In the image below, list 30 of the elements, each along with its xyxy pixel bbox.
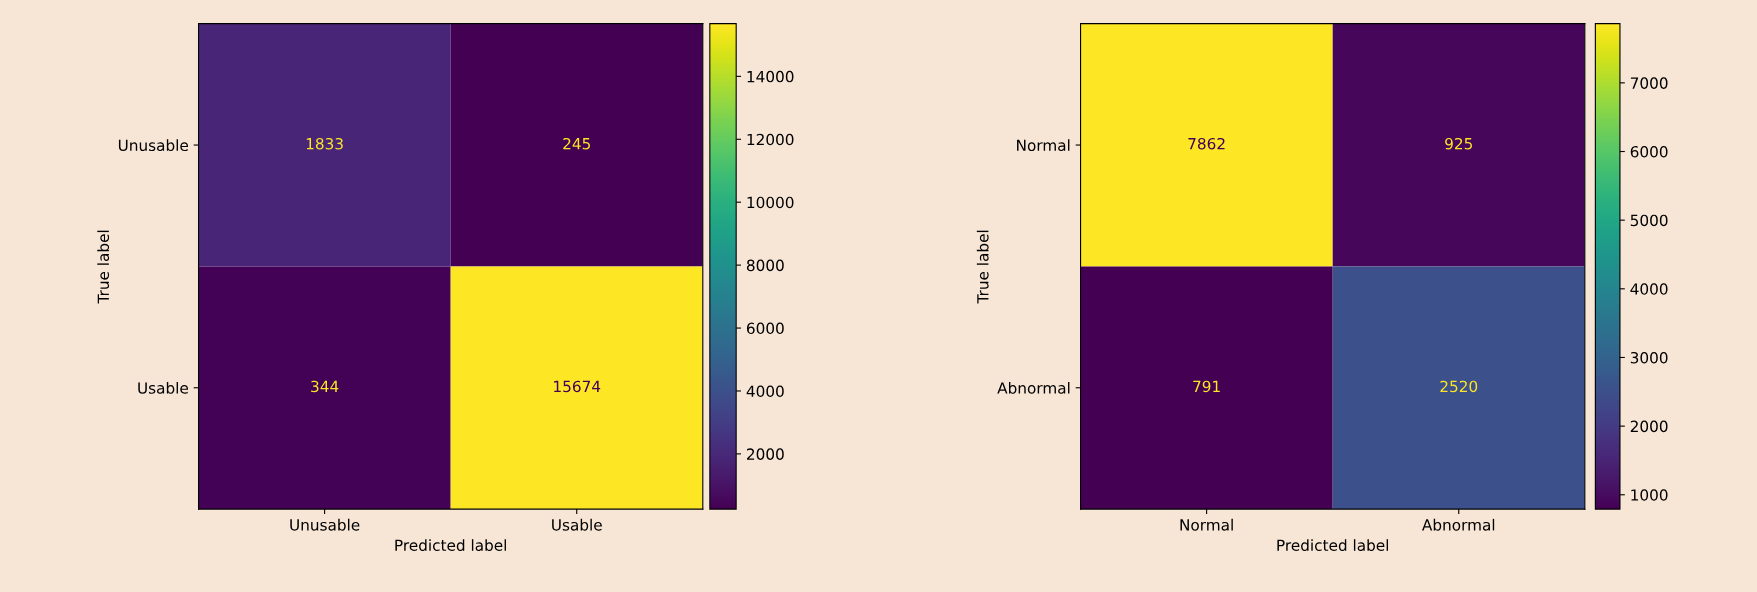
data-label: 15674 [554,380,601,393]
data-label: 2520 [1440,380,1478,393]
x-tick-label: Normal [1180,518,1233,531]
color-bar-label: 6000 [746,322,784,335]
color-bar-label: 12000 [747,133,794,146]
y-axis-title: True label [976,230,989,304]
color-bar-label: 1000 [1631,489,1668,501]
data-label: 925 [1445,137,1472,150]
color-bar-label: 10000 [747,196,794,209]
color-bar-label: 7000 [1630,77,1668,89]
x-tick-label: Unusable [290,518,360,531]
color-bar-label: 4000 [746,385,784,397]
x-tick-label: Usable [552,518,602,531]
y-axis-title: True label [97,230,110,304]
color-bar-label: 5000 [1630,214,1668,227]
color-bar-label: 3000 [1630,351,1668,364]
color-bar-label: 2000 [1630,420,1668,433]
x-axis-title: Predicted label [1277,539,1389,552]
data-label: 7862 [1188,137,1225,150]
color-bar-label: 8000 [746,259,784,272]
color-bar-label: 2000 [747,448,784,460]
data-label: 245 [563,137,590,150]
data-label: 344 [311,380,339,393]
color-bar-label: 14000 [747,70,794,83]
color-bar-label: 4000 [1630,283,1668,295]
data-label: 1833 [306,137,343,150]
color-bar-label: 6000 [1630,145,1668,158]
data-label: 791 [1193,380,1220,393]
x-axis-title: Predicted label [395,539,506,552]
x-tick-label: Abnormal [1422,518,1495,531]
